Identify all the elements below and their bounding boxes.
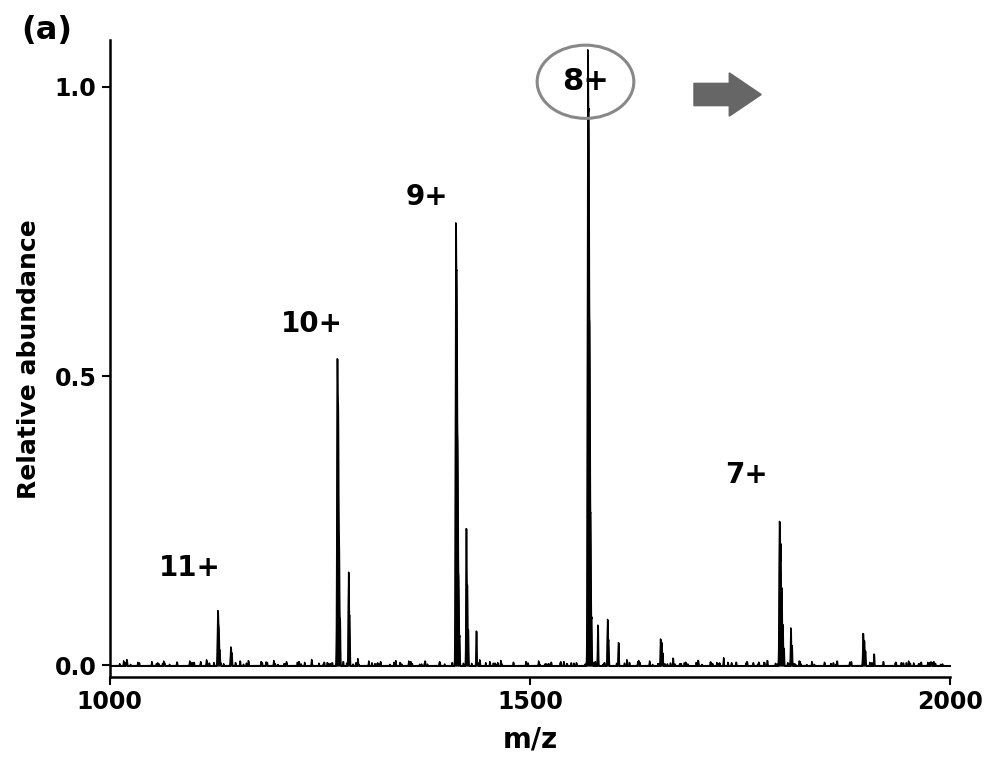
Text: 8+: 8+ bbox=[562, 67, 609, 96]
Text: 11+: 11+ bbox=[159, 554, 220, 581]
Text: 7+: 7+ bbox=[726, 461, 768, 489]
Text: (a): (a) bbox=[21, 15, 72, 46]
Text: 9+: 9+ bbox=[406, 183, 449, 211]
Text: 10+: 10+ bbox=[280, 310, 342, 339]
FancyArrow shape bbox=[694, 73, 761, 116]
Y-axis label: Relative abundance: Relative abundance bbox=[17, 219, 41, 499]
X-axis label: m/z: m/z bbox=[502, 725, 558, 753]
